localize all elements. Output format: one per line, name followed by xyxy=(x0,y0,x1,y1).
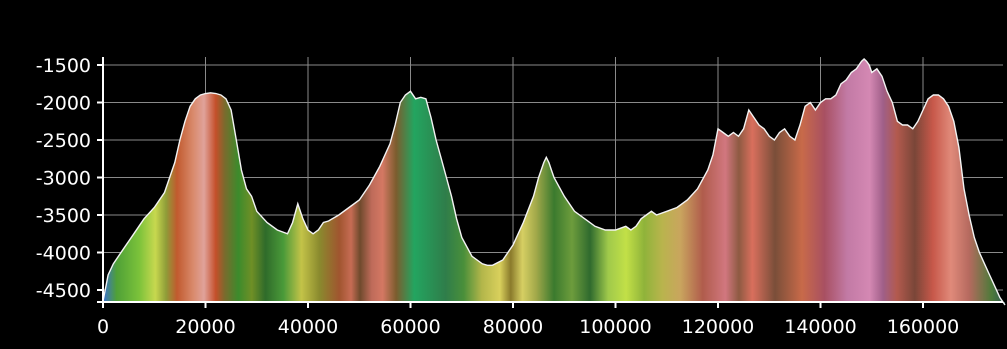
x-tick-label: 120000 xyxy=(682,316,755,338)
y-tick-label: -4000 xyxy=(36,243,91,265)
y-tick-label: -2500 xyxy=(36,130,91,152)
x-axis-ticks: 0 20000 40000 60000 80000 100000 120000 140000 1… xyxy=(97,302,959,338)
profile-area xyxy=(103,59,1005,305)
y-tick-label: -1500 xyxy=(36,55,91,77)
x-tick-label: 100000 xyxy=(579,316,652,338)
y-axis-ticks: -1500 -2000 -2500 -3000 -3500 -4000 -4500 xyxy=(36,55,103,302)
x-tick-label: 20000 xyxy=(175,316,235,338)
y-tick-label: -3500 xyxy=(36,205,91,227)
y-tick-label: -3000 xyxy=(36,168,91,190)
y-tick-label: -2000 xyxy=(36,93,91,115)
x-tick-label: 140000 xyxy=(784,316,857,338)
x-tick-label: 160000 xyxy=(887,316,960,338)
x-tick-label: 80000 xyxy=(483,316,543,338)
axes xyxy=(97,57,1003,308)
x-tick-label: 40000 xyxy=(278,316,338,338)
x-tick-label: 60000 xyxy=(380,316,440,338)
y-tick-label: -4500 xyxy=(36,280,91,302)
profile-line xyxy=(102,58,1006,306)
x-tick-label: 0 xyxy=(97,316,109,338)
